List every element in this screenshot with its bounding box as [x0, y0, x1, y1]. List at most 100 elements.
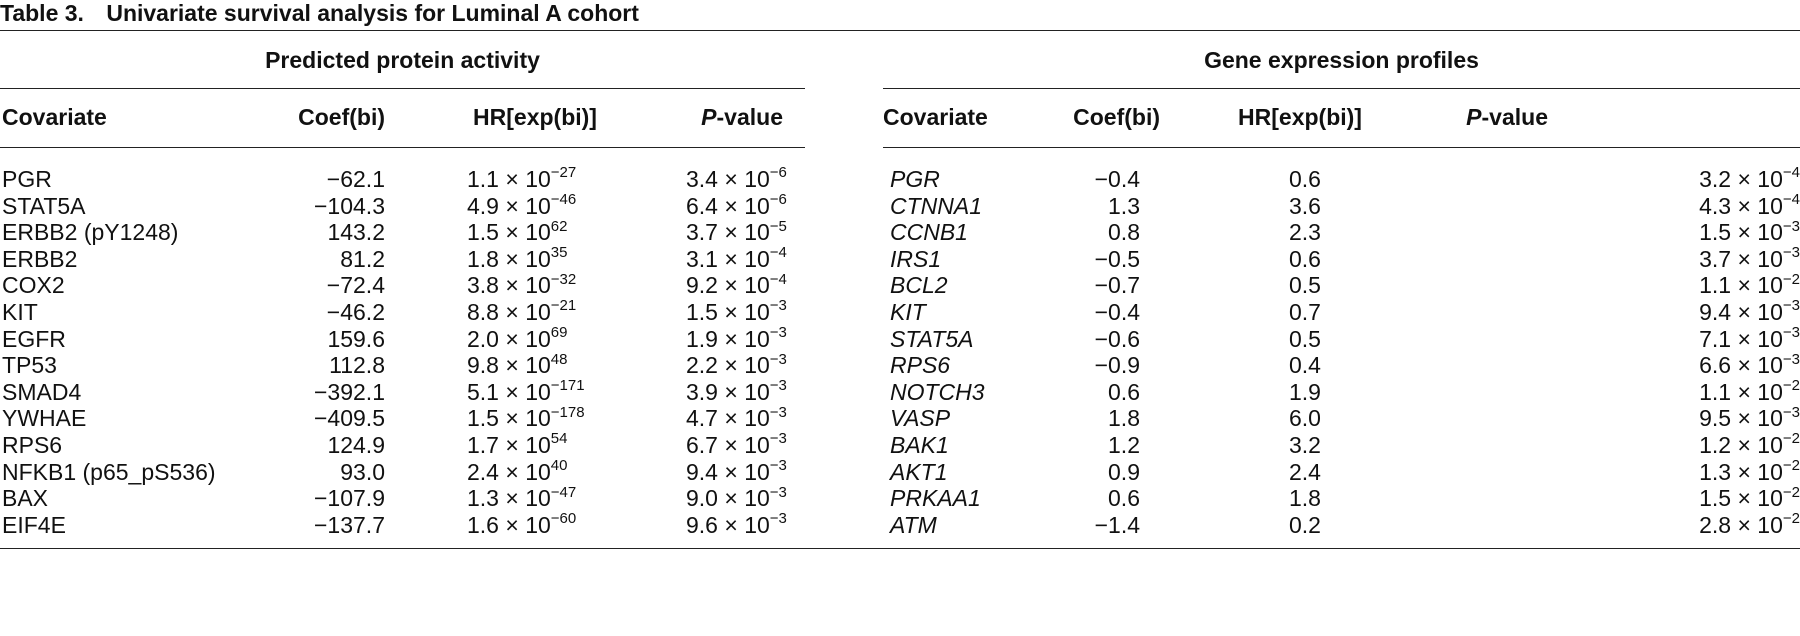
gene-pvalue: 4.3 × 10−4 — [1600, 190, 1800, 220]
table-title: Univariate survival analysis for Luminal… — [106, 0, 639, 26]
protein-pvalue: 6.7 × 10−3 — [686, 431, 787, 459]
gene-pvalue: 6.6 × 10−3 — [1600, 352, 1800, 379]
gene-covariate: CCNB1 — [890, 219, 968, 246]
mantissa: 1.9 — [686, 325, 718, 352]
group-header-protein: Predicted protein activity — [265, 47, 540, 73]
exponent: −3 — [1782, 297, 1800, 315]
times-ten: × 10 — [498, 485, 551, 512]
exponent: −3 — [769, 323, 787, 341]
times-ten: × 10 — [1731, 219, 1783, 246]
mantissa: 9.2 — [686, 272, 718, 299]
gene-hr: 6.0 — [1289, 405, 1321, 432]
gene-coef: −0.6 — [1094, 325, 1140, 352]
times-ten: × 10 — [498, 405, 551, 432]
exponent: 40 — [550, 456, 568, 474]
protein-coef: 112.8 — [329, 352, 385, 379]
exponent: −2 — [1782, 456, 1800, 474]
protein-hr: 2.0 × 1069 — [467, 323, 568, 353]
exponent: −3 — [769, 483, 787, 501]
times-ten: × 10 — [498, 352, 551, 379]
exponent: −32 — [550, 270, 577, 288]
exponent: 69 — [550, 323, 568, 341]
mantissa: 8.8 — [467, 299, 499, 325]
protein-hr: 2.4 × 1040 — [467, 456, 568, 486]
mantissa: 7.1 — [1699, 325, 1732, 352]
protein-hr: 5.1 × 10−171 — [467, 378, 585, 406]
exponent: −47 — [550, 483, 577, 501]
mantissa: 2.2 — [686, 352, 718, 379]
table-label: Table 3. — [0, 0, 84, 26]
times-ten: × 10 — [717, 405, 770, 432]
exponent: −3 — [769, 297, 787, 315]
exponent: −2 — [1782, 270, 1800, 288]
times-ten: × 10 — [1731, 485, 1783, 512]
gene-pvalue: 3.7 × 10−3 — [1600, 244, 1800, 273]
mantissa: 3.9 — [686, 378, 718, 405]
times-ten: × 10 — [498, 245, 551, 272]
exponent: −178 — [550, 403, 585, 421]
protein-coef: 124.9 — [327, 432, 385, 458]
exponent: −3 — [1782, 403, 1800, 421]
protein-coef: −137.7 — [314, 511, 385, 538]
gene-covariate: NOTCH3 — [890, 378, 985, 405]
gene-covariate: ATM — [890, 511, 937, 538]
protein-pvalue: 9.4 × 10−3 — [686, 458, 787, 486]
mantissa: 3.2 — [1699, 166, 1732, 192]
exponent: −4 — [769, 270, 787, 288]
times-ten: × 10 — [1731, 432, 1783, 458]
gene-hr: 0.2 — [1289, 511, 1321, 538]
protein-covariate: TP53 — [2, 352, 57, 379]
protein-covariate: EIF4E — [2, 511, 66, 538]
mantissa: 1.5 — [1699, 219, 1732, 246]
protein-covariate: RPS6 — [2, 432, 63, 458]
header-hr-gene: HR[exp(bi)] — [1238, 104, 1362, 130]
exponent: −6 — [769, 164, 787, 182]
exponent: −2 — [1782, 430, 1800, 448]
times-ten: × 10 — [1731, 458, 1783, 485]
gene-pvalue: 3.2 × 10−4 — [1600, 164, 1800, 193]
exponent: −3 — [1782, 323, 1800, 341]
gene-pvalue: 1.1 × 10−2 — [1600, 272, 1800, 299]
protein-covariate: KIT — [2, 299, 38, 325]
gene-coef: 1.8 — [1108, 405, 1140, 432]
gene-covariate: AKT1 — [890, 458, 948, 485]
exponent: −46 — [550, 190, 577, 208]
gene-coef: 0.6 — [1108, 378, 1140, 405]
mantissa: 2.4 — [467, 458, 499, 485]
mantissa: 2.8 — [1699, 511, 1732, 538]
times-ten: × 10 — [717, 272, 770, 299]
header-p-rest: -value — [716, 104, 783, 130]
header-covariate-gene: Covariate — [883, 104, 988, 130]
gene-covariate: CTNNA1 — [890, 192, 983, 219]
exponent: −3 — [1782, 244, 1800, 262]
protein-covariate: SMAD4 — [2, 378, 82, 405]
mantissa: 1.5 — [1699, 485, 1732, 512]
gene-coef: 0.9 — [1108, 458, 1140, 485]
mantissa: 9.5 — [1699, 405, 1732, 432]
mantissa: 1.1 — [467, 166, 499, 192]
times-ten: × 10 — [1731, 352, 1783, 379]
table-caption: Table 3. Univariate survival analysis fo… — [0, 0, 1800, 30]
times-ten: × 10 — [498, 192, 551, 219]
exponent: −4 — [1782, 164, 1800, 182]
exponent: −6 — [769, 190, 787, 208]
gene-coef: −0.5 — [1094, 245, 1140, 272]
protein-pvalue: 3.1 × 10−4 — [686, 245, 787, 273]
exponent: −4 — [1782, 190, 1800, 208]
gene-coef: 1.2 — [1108, 432, 1140, 458]
gene-pvalue: 7.1 × 10−3 — [1600, 323, 1800, 353]
exponent: −3 — [769, 377, 787, 395]
mantissa: 1.1 — [1699, 378, 1732, 405]
mantissa: 4.3 — [1699, 192, 1732, 219]
mantissa: 3.4 — [686, 166, 718, 192]
times-ten: × 10 — [498, 325, 551, 352]
protein-hr: 1.3 × 10−47 — [467, 485, 576, 512]
protein-pvalue: 4.7 × 10−3 — [686, 405, 787, 432]
protein-coef: 159.6 — [327, 325, 385, 352]
mantissa: 1.5 — [467, 405, 499, 432]
gene-coef: −0.9 — [1094, 352, 1140, 379]
times-ten: × 10 — [1731, 245, 1783, 272]
protein-covariate: YWHAE — [2, 405, 87, 432]
gene-pvalue: 1.2 × 10−2 — [1600, 430, 1800, 459]
protein-coef: 143.2 — [327, 219, 385, 246]
